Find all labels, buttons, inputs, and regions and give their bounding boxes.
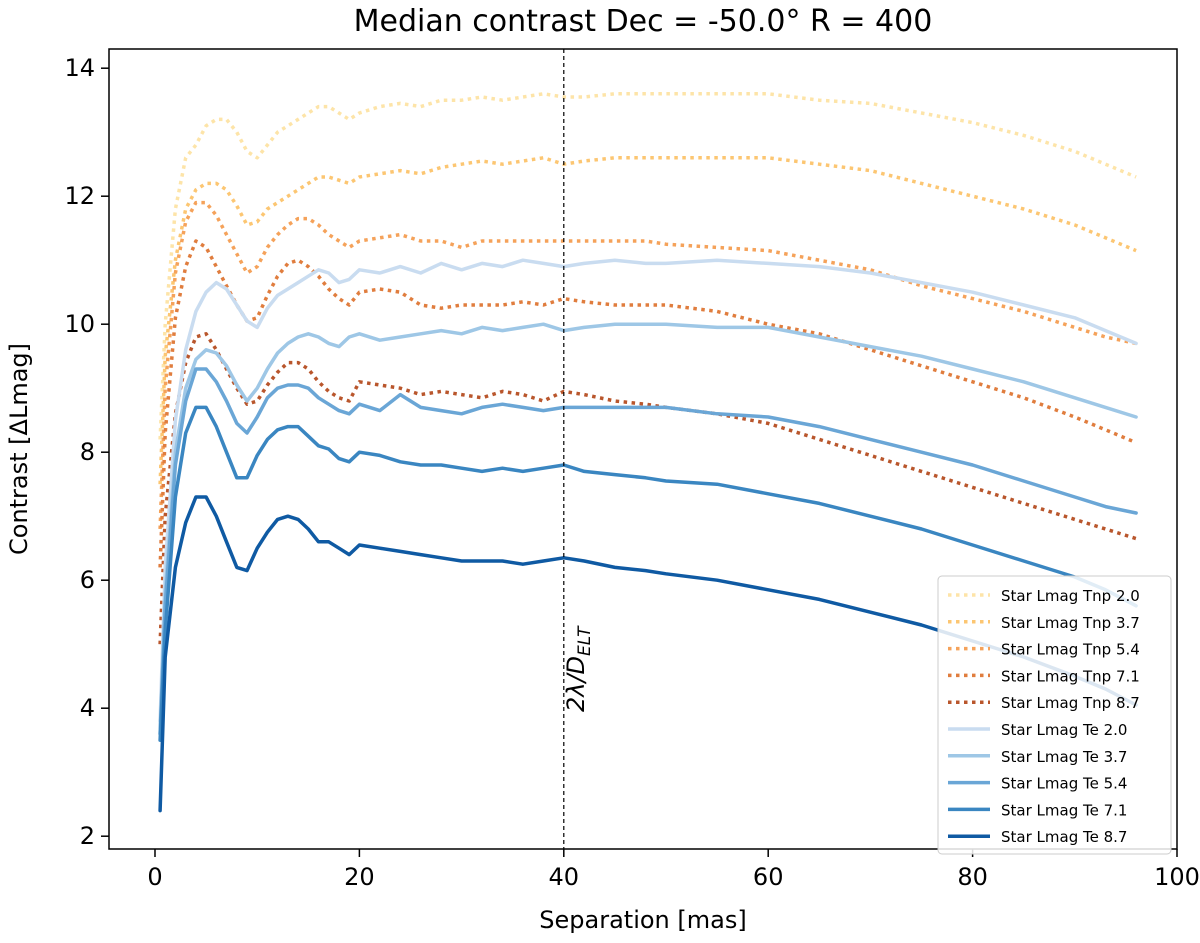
legend-label: Star Lmag Tnp 8.7 <box>1001 694 1140 712</box>
x-tick-label: 40 <box>549 863 580 891</box>
legend-label: Star Lmag Te 2.0 <box>1001 721 1127 739</box>
series-line-star-lmag-tnp-2-0 <box>158 92 1137 440</box>
series-line-star-lmag-te-7-1 <box>158 405 1138 742</box>
y-tick-label: 14 <box>64 54 95 82</box>
legend-label: Star Lmag Tnp 7.1 <box>1001 667 1140 685</box>
y-tick-label: 2 <box>80 822 95 850</box>
legend-label: Star Lmag Te 5.4 <box>1001 775 1127 793</box>
plot-frame <box>108 48 1178 850</box>
y-tick-label: 10 <box>64 310 95 338</box>
series-line-star-lmag-tnp-5-4 <box>158 200 1137 530</box>
x-tick-label: 20 <box>344 863 375 891</box>
series-line-star-lmag-te-3-7 <box>158 322 1138 736</box>
legend-label: Star Lmag Tnp 3.7 <box>1001 614 1140 632</box>
series-line-star-lmag-te-8-7 <box>158 495 1138 813</box>
legend-label: Star Lmag Te 7.1 <box>1001 801 1127 819</box>
legend-label: Star Lmag Te 3.7 <box>1001 748 1127 766</box>
series-line-star-lmag-te-5-4 <box>158 367 1138 736</box>
chart-title: Median contrast Dec = -50.0° R = 400 <box>354 4 933 39</box>
x-tick-label: 80 <box>957 863 988 891</box>
series-line-star-lmag-tnp-3-7 <box>158 156 1137 485</box>
y-tick-label: 8 <box>80 438 95 466</box>
series-line-star-lmag-te-2-0 <box>158 258 1138 723</box>
axes-layer: 0 20 40 60 80 100 2 4 6 8 10 12 14 <box>64 48 1200 891</box>
y-tick-label: 6 <box>80 566 95 594</box>
annotation-layer: 2λ/DELT <box>562 49 595 849</box>
x-axis-label: Separation [mas] <box>539 906 746 934</box>
legend: Star Lmag Tnp 2.0 Star Lmag Tnp 3.7 Star L… <box>937 575 1172 855</box>
annotation-label: 2λ/DELT <box>562 625 595 712</box>
y-tick-label: 4 <box>80 694 95 722</box>
y-axis-label: Contrast [ΔLmag] <box>5 343 33 555</box>
legend-label: Star Lmag Tnp 5.4 <box>1001 641 1140 659</box>
legend-label: Star Lmag Te 8.7 <box>1001 828 1127 846</box>
x-tick-label: 0 <box>147 863 162 891</box>
series-layer <box>158 92 1138 813</box>
legend-label: Star Lmag Tnp 2.0 <box>1001 587 1140 605</box>
x-tick-label: 60 <box>753 863 784 891</box>
legend-box <box>937 575 1172 855</box>
y-tick-label: 12 <box>64 182 95 210</box>
x-tick-label: 100 <box>1154 863 1200 891</box>
